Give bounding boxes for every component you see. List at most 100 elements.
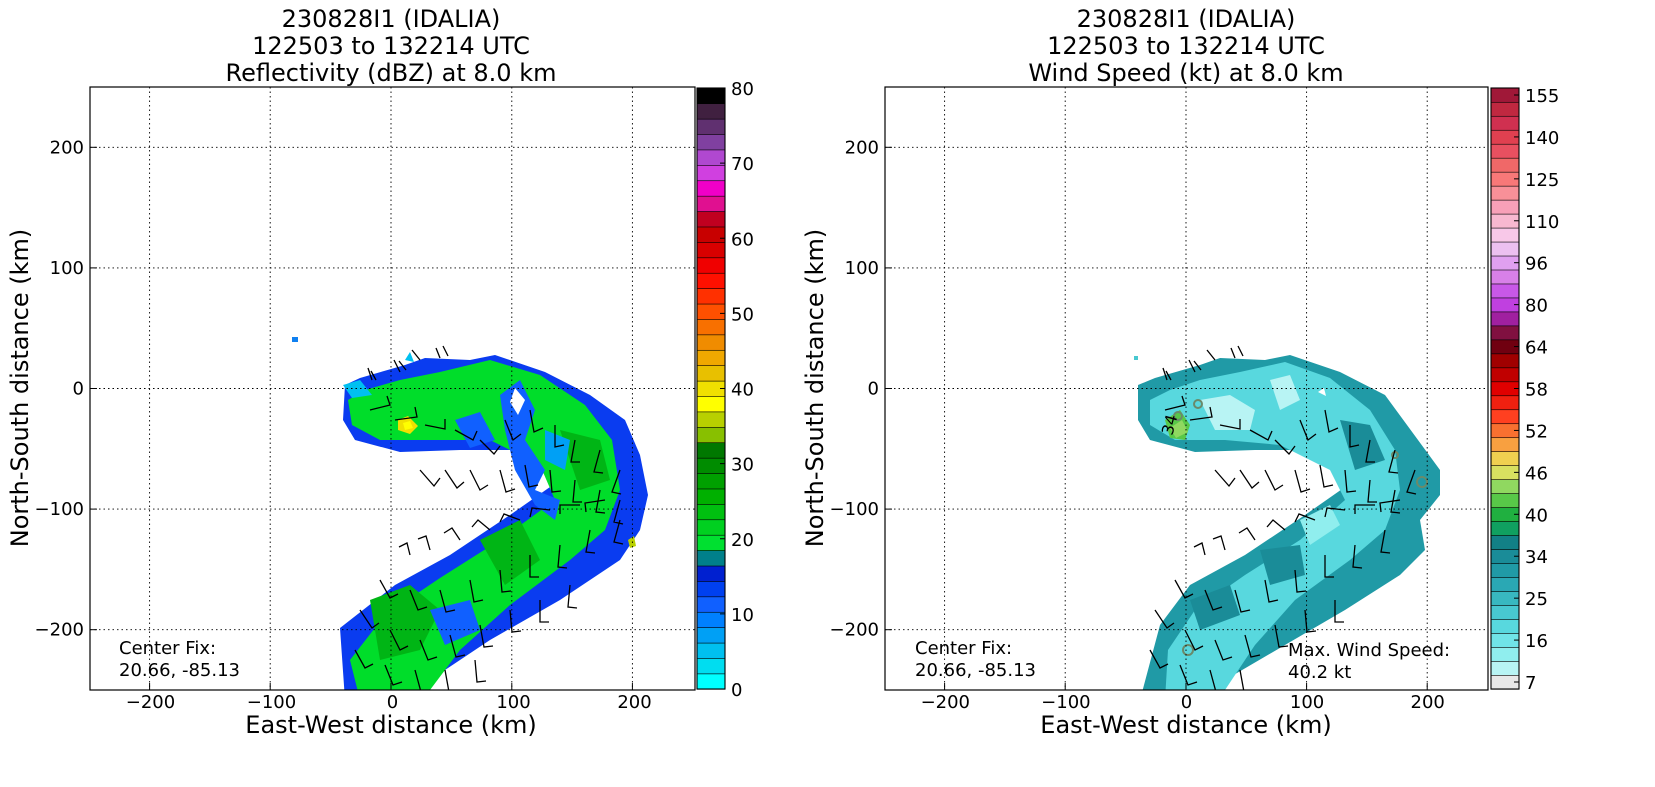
center-fix-label: Center Fix: (119, 638, 216, 659)
colorbar-tick-label: 16 (1525, 631, 1548, 652)
x-axis-label-wind-speed: East-West distance (km) (1040, 711, 1331, 739)
colorbar-swatch (1490, 143, 1520, 159)
wind-barbs-reflectivity (354, 345, 624, 690)
colorbar-swatch (1490, 395, 1520, 411)
colorbar-swatch (696, 673, 726, 690)
colorbar-swatch (696, 349, 726, 366)
panel-title-line-2: 122503 to 132214 UTC (1047, 32, 1325, 60)
colorbar-swatch (696, 241, 726, 259)
colorbar-tick-label: 30 (731, 455, 754, 476)
colorbar-swatch (696, 87, 726, 105)
x-tick-label: 100 (1290, 692, 1324, 713)
x-tick-label: −100 (1041, 692, 1090, 713)
colorbar-tick-label: 58 (1525, 380, 1548, 401)
y-tick-labels-wind-speed: −200 −100 0 100 200 (830, 137, 879, 640)
colorbar-swatch (1490, 451, 1520, 466)
colorbar-tick-label: 0 (731, 680, 742, 701)
colorbar-swatch (696, 596, 726, 613)
colorbar-swatch (696, 627, 726, 644)
colorbar-swatch (696, 257, 726, 274)
colorbar-tick-label: 110 (1525, 212, 1559, 233)
colorbar-swatch (1490, 353, 1520, 369)
panel-title-line-1: 230828I1 (IDALIA) (282, 5, 501, 33)
x-tick-label: 0 (387, 692, 398, 713)
colorbar-swatch (696, 472, 726, 490)
colorbar-swatch (696, 395, 726, 413)
colorbar-tick-label: 140 (1525, 128, 1559, 149)
y-axis-label-wind-speed: North-South distance (km) (801, 229, 829, 548)
colorbar-swatch (696, 133, 726, 151)
colorbar-tick-label: 80 (731, 79, 754, 100)
colorbar-tick-label: 40 (1525, 505, 1548, 526)
colorbar-swatch (696, 657, 726, 675)
colorbar-tick-label: 64 (1525, 338, 1548, 359)
colorbar-swatch (696, 288, 726, 305)
x-tick-label: −100 (247, 692, 296, 713)
x-tick-label: 0 (1181, 692, 1192, 713)
radar-field-reflectivity (292, 337, 648, 690)
y-axis-label-reflectivity: North-South distance (km) (6, 229, 34, 548)
x-axis-label-reflectivity: East-West distance (km) (245, 711, 536, 739)
colorbar-swatch (696, 164, 726, 182)
colorbar-swatch (696, 195, 726, 212)
panel-title-line-2: 122503 to 132214 UTC (252, 32, 530, 60)
colorbar-tick-label: 60 (731, 229, 754, 250)
colorbar-tick-label: 25 (1525, 589, 1548, 610)
colorbar-swatch (696, 580, 726, 598)
colorbar-swatch (1490, 437, 1520, 452)
colorbar-swatch (1490, 367, 1520, 383)
colorbar-tick-label: 80 (1525, 296, 1548, 317)
colorbar-swatch (696, 318, 726, 336)
colorbar-tick-label: 50 (731, 304, 754, 325)
colorbar-swatch (696, 488, 726, 505)
panel-reflectivity: 230828I1 (IDALIA) 122503 to 132214 UTC R… (6, 5, 754, 739)
colorbar-tick-label: 125 (1525, 170, 1559, 191)
colorbar-swatch (696, 642, 726, 659)
colorbar-swatch (1490, 520, 1520, 536)
colorbar-swatch (696, 334, 726, 351)
colorbar-swatch (1490, 115, 1520, 131)
y-tick-label: 200 (50, 137, 84, 158)
panel-title-line-3: Reflectivity (dBZ) at 8.0 km (226, 59, 557, 87)
y-tick-label: −200 (830, 620, 879, 641)
x-tick-label: 200 (1411, 692, 1445, 713)
colorbar-tick-label: 40 (731, 380, 754, 401)
colorbar-tick-label: 52 (1525, 421, 1548, 442)
colorbar-swatch (696, 503, 726, 521)
colorbar-swatch (696, 534, 726, 551)
y-tick-label: 100 (50, 258, 84, 279)
colorbar-swatch (1490, 283, 1520, 299)
colorbar-swatch (696, 365, 726, 382)
center-fix-value: 20.66, -85.13 (915, 660, 1036, 681)
colorbar-swatch (1490, 241, 1520, 257)
colorbar-swatch (696, 118, 726, 135)
colorbar-swatch (1490, 157, 1520, 173)
colorbar-swatch (1490, 534, 1520, 550)
x-tick-label: −200 (921, 692, 970, 713)
colorbar-swatch (1490, 409, 1520, 425)
colorbar-swatch (696, 519, 726, 536)
colorbar-swatch (1490, 646, 1520, 662)
colorbar-tick-label: 96 (1525, 254, 1548, 275)
colorbar-swatch (696, 442, 726, 459)
colorbar-swatch (696, 303, 726, 320)
colorbar-tick-label: 46 (1525, 463, 1548, 484)
max-wind-speed-label: Max. Wind Speed: (1288, 640, 1450, 661)
colorbar-swatch (696, 457, 726, 474)
colorbar-tick-label: 20 (731, 530, 754, 551)
colorbar-swatch (696, 272, 726, 289)
y-tick-label: 0 (73, 379, 84, 400)
x-ticks-reflectivity (90, 146, 633, 690)
x-tick-label: 200 (617, 692, 651, 713)
panel-title-line-3: Wind Speed (kt) at 8.0 km (1028, 59, 1343, 87)
colorbar-wind-speed: 7 16 25 34 40 46 52 58 64 80 96 110 125 140 155 (1490, 86, 1559, 694)
colorbar-swatch (1490, 311, 1520, 327)
x-tick-labels-wind-speed: −200 −100 0 100 200 (921, 692, 1445, 713)
colorbar-tick-label: 34 (1525, 547, 1548, 568)
colorbar-reflectivity: 0 10 20 30 40 50 60 70 80 (696, 79, 754, 701)
colorbar-swatch (696, 565, 726, 582)
center-fix-label: Center Fix: (915, 638, 1012, 659)
colorbar-swatch (1490, 227, 1520, 243)
gridlines-wind-speed (885, 87, 1488, 690)
